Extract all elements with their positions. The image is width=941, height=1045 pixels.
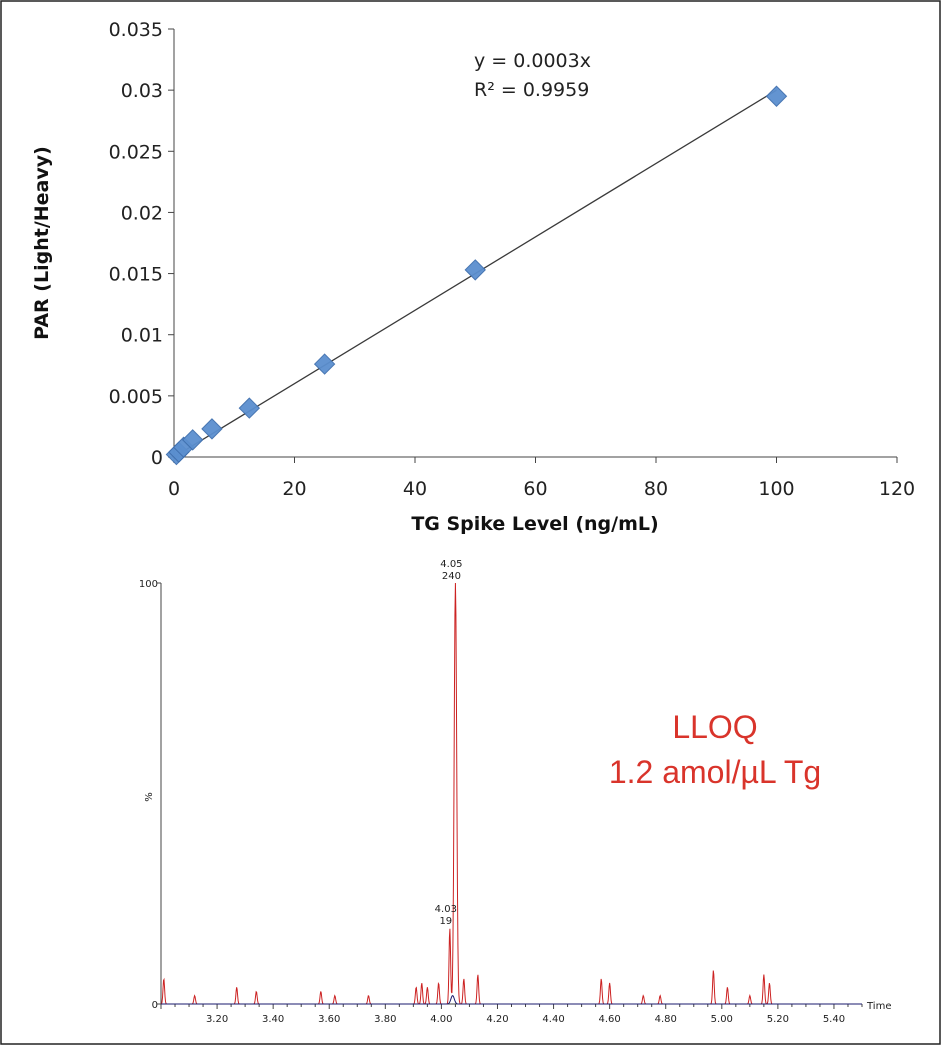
calibration-y-tick-label: 0 [151,447,163,469]
calibration-data-point [238,397,261,419]
chromatogram-x-tick-label: 4.20 [486,1014,508,1025]
calibration-y-tick-label: 0.025 [109,141,163,163]
calibration-x-tick-label: 120 [879,478,915,500]
calibration-x-tick-label: 100 [758,478,794,500]
chromatogram-chart: 0 100 3.20 3.40 3.60 3.80 4.00 4.20 4.40 4.60 4.8… [139,559,892,1025]
calibration-y-tick-label: 0.035 [109,19,163,41]
calibration-y-axis-label: PAR (Light/Heavy) [31,146,53,340]
chromatogram-y-tick-label: 0 [152,1000,158,1011]
chromatogram-y-axis-label: % [144,792,155,802]
calibration-y-tick-label: 0.005 [109,386,163,408]
lloq-concentration-label: 1.2 amol/µL Tg [609,754,821,790]
chromatogram-x-tick-label: 3.80 [374,1014,396,1025]
chromatogram-x-tick-label: 4.80 [655,1014,677,1025]
chromatogram-x-tick-label: 4.00 [430,1014,452,1025]
calibration-x-tick-label: 20 [282,478,306,500]
peak-rt-label: 4.05 [440,559,462,570]
lloq-label: LLOQ [672,709,757,745]
calibration-data-point [201,418,223,440]
calibration-y-tick-label: 0.02 [121,202,163,224]
calibration-y-tick-label: 0.03 [121,80,163,102]
r-squared-label: R² = 0.9959 [474,79,589,101]
calibration-x-tick-label: 0 [168,478,180,500]
peak-rt-label: 4.03 [435,904,457,915]
chromatogram-x-tick-label: 5.00 [711,1014,733,1025]
calibration-x-tick-label: 40 [403,478,427,500]
calibration-data-point [181,429,204,451]
calibration-chart: 0 0.005 0.01 0.015 0.02 0.025 0.03 0.035 0 20 40 6… [31,19,915,535]
peak-value-label: 19 [439,916,452,927]
chromatogram-trace-blue [161,995,862,1005]
calibration-data-point [464,259,486,281]
trendline-equation: y = 0.0003x [474,50,591,72]
calibration-data-point [313,353,336,375]
calibration-x-tick-label: 60 [523,478,547,500]
chromatogram-x-tick-label: 3.20 [206,1014,228,1025]
chromatogram-x-tick-label: 3.60 [318,1014,340,1025]
chromatogram-y-tick-label: 100 [139,579,158,590]
chromatogram-x-tick-label: 4.60 [599,1014,621,1025]
chromatogram-x-axis-label: Time [866,1001,891,1012]
chromatogram-x-tick-label: 5.40 [823,1014,845,1025]
chromatogram-x-tick-label: 3.40 [262,1014,284,1025]
calibration-x-axis-label: TG Spike Level (ng/mL) [411,513,658,535]
chromatogram-x-tick-label: 5.20 [767,1014,789,1025]
calibration-y-tick-label: 0.015 [109,264,163,286]
calibration-data-point [765,85,788,107]
peak-value-label: 240 [442,571,461,582]
chromatogram-x-tick-label: 4.40 [542,1014,564,1025]
calibration-y-tick-label: 0.01 [121,325,163,347]
calibration-x-tick-label: 80 [644,478,668,500]
